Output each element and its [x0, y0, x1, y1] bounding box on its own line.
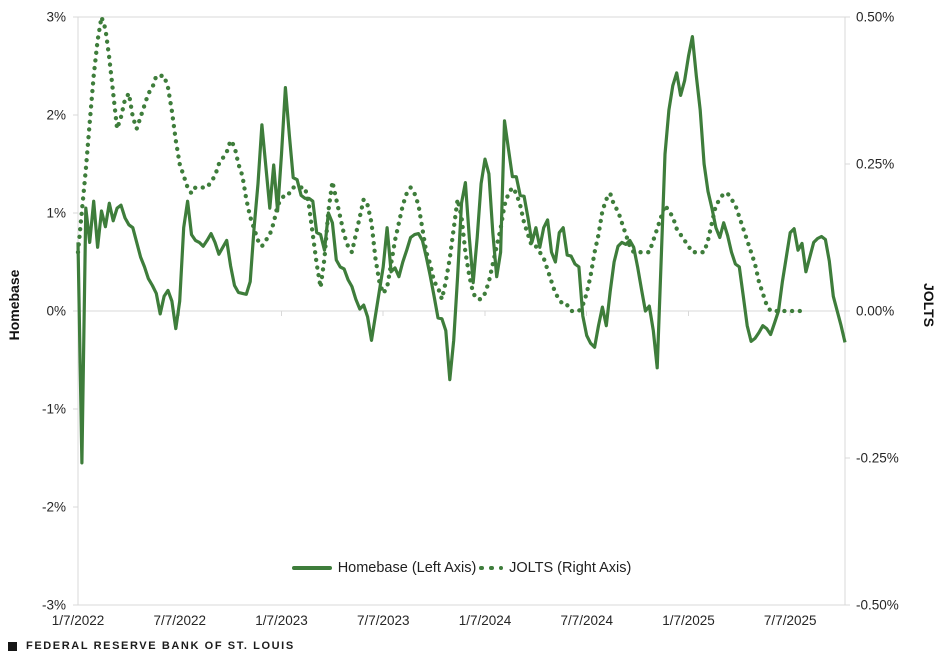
footer-text: FEDERAL RESERVE BANK OF ST. LOUIS	[26, 640, 295, 652]
left-axis-tick-label: 2%	[46, 108, 66, 123]
left-axis-tick-label: -1%	[42, 402, 66, 417]
jolts-dotted-line	[75, 14, 805, 314]
x-axis-tick-label: 7/7/2024	[560, 613, 613, 628]
x-axis-tick-label: 1/7/2022	[52, 613, 105, 628]
legend: Homebase (Left Axis) JOLTS (Right Axis)	[78, 560, 845, 576]
homebase-solid-line	[76, 35, 847, 465]
left-axis-tick-label: 0%	[46, 304, 66, 319]
legend-label-jolts: JOLTS (Right Axis)	[509, 560, 632, 576]
right-axis-tick-label: -0.50%	[856, 598, 899, 613]
right-axis-tick-label: 0.50%	[856, 10, 894, 25]
x-axis-tick-label: 1/7/2023	[255, 613, 308, 628]
left-axis-tick-label: 3%	[46, 10, 66, 25]
stlouis-fed-square-icon	[8, 641, 17, 651]
right-axis-title: JOLTS	[921, 282, 937, 328]
left-axis-title: Homebase	[6, 269, 22, 341]
source-footer: FEDERAL RESERVE BANK OF ST. LOUIS	[8, 640, 295, 652]
right-axis-tick-label: -0.25%	[856, 451, 899, 466]
legend-label-homebase: Homebase (Left Axis)	[337, 560, 477, 576]
x-axis-tick-label: 7/7/2023	[357, 613, 410, 628]
jolts-dots-swatch	[479, 565, 504, 571]
x-axis-tick-label: 7/7/2022	[153, 613, 206, 628]
left-axis-tick-label: -2%	[42, 500, 66, 515]
right-axis-tick-label: 0.25%	[856, 157, 894, 172]
left-axis-tick-label: -3%	[42, 598, 66, 613]
homebase-line-swatch	[291, 566, 332, 570]
x-axis-tick-label: 7/7/2025	[764, 613, 817, 628]
left-axis-tick-label: 1%	[46, 206, 66, 221]
x-axis-tick-label: 1/7/2025	[662, 613, 715, 628]
x-axis-tick-label: 1/7/2024	[459, 613, 512, 628]
right-axis-tick-label: 0.00%	[856, 304, 894, 319]
